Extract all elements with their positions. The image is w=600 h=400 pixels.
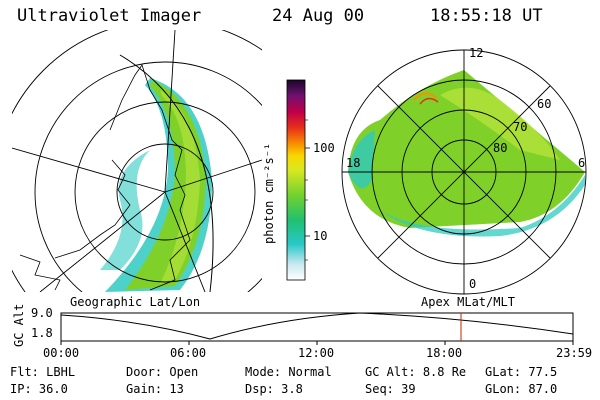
info-gc-alt: GC Alt: 8.8 Re	[365, 365, 467, 379]
info-ip: IP: 36.0	[10, 382, 68, 396]
info-door: Door: Open	[126, 365, 199, 379]
info-flt: Flt: LBHL	[10, 365, 76, 379]
xtick-0000: 00:00	[43, 346, 80, 360]
info-seq: Seq: 39	[365, 382, 416, 396]
date-label: 24 Aug 00	[272, 6, 365, 26]
altitude-ytick-high: 9.0	[31, 306, 53, 320]
color-scale-bar	[286, 79, 306, 281]
geographic-map	[12, 30, 262, 292]
xtick-0600: 06:00	[170, 346, 207, 360]
earth-limb	[119, 54, 214, 293]
altitude-curve	[60, 312, 574, 340]
altitude-ylabel: GC Alt	[12, 303, 26, 347]
info-glon: GLon: 87.0	[485, 382, 558, 396]
apex-panel-label: Apex MLat/MLT	[421, 295, 515, 309]
mlat-label-80: 80	[493, 141, 508, 155]
info-mode: Mode: Normal	[245, 365, 332, 379]
altitude-ytick-low: 1.8	[31, 326, 53, 340]
colorbar-unit-label: photon cm⁻²s⁻¹	[262, 142, 276, 244]
mlat-label-70: 70	[513, 120, 528, 134]
instrument-title: Ultraviolet Imager	[17, 6, 202, 26]
time-label: 18:55:18 UT	[430, 6, 543, 26]
info-glat: GLat: 77.5	[485, 365, 558, 379]
info-dsp: Dsp: 3.8	[245, 382, 303, 396]
altitude-plot-frame	[60, 312, 574, 342]
mlt-label-0: 0	[469, 277, 477, 291]
mlat-label-60: 60	[537, 97, 552, 111]
xtick-1200: 12:00	[298, 346, 335, 360]
mlt-label-12: 12	[469, 46, 484, 60]
mlt-label-18: 18	[346, 156, 361, 170]
xtick-1800: 18:00	[426, 346, 463, 360]
info-gain: Gain: 13	[126, 382, 184, 396]
colorbar-tick-10: 10	[313, 229, 328, 243]
xtick-2359: 23:59	[556, 346, 593, 360]
colorbar-tick-100: 100	[313, 141, 335, 155]
geographic-panel-label: Geographic Lat/Lon	[70, 295, 201, 309]
polar-plot	[348, 70, 585, 237]
mlt-label-6: 6	[578, 156, 586, 170]
